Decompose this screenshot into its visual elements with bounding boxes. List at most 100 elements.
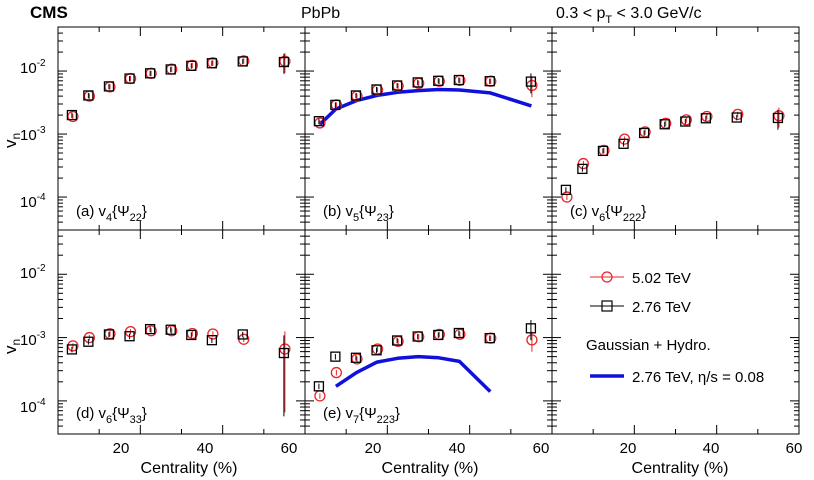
panel-frame-a <box>57 26 306 231</box>
point-a-276-6 <box>186 60 197 71</box>
panel-label-b: (b) v5{Ψ23} <box>323 203 394 224</box>
legend-marker-2-76 <box>601 300 613 312</box>
point-c-276-1 <box>577 163 588 175</box>
y-tick-labels: 10-2 10-3 10-4 10-2 10-3 10-4 <box>20 58 46 416</box>
x-tick-labels: 20 40 60 20 40 60 20 40 60 <box>113 440 803 457</box>
point-d-276-2 <box>103 329 115 340</box>
collision-system-label: PbPb <box>301 5 340 22</box>
y-tick-label-top-1e-3: 10-3 <box>20 125 46 144</box>
y-axis-label-bottom: vn <box>1 339 23 354</box>
hydro-curve-e <box>334 354 492 393</box>
point-e-276-5 <box>412 331 423 342</box>
point-c-276-6 <box>680 116 691 127</box>
point-c-502-0 <box>561 191 573 203</box>
y-axis-label-top: vn <box>1 133 23 148</box>
point-a-276-4 <box>144 68 156 79</box>
x-tick-label-p1-60: 60 <box>281 440 298 457</box>
point-a-276-3 <box>124 73 135 84</box>
point-a-276-8 <box>237 56 248 67</box>
y-tick-label-bottom-1e-4: 10-4 <box>20 397 46 416</box>
legend: 5.02 TeV 2.76 TeV Gaussian + Hydro. 2.76… <box>586 270 764 386</box>
point-e-276-2 <box>350 352 362 363</box>
panel-label-d: (d) v6{Ψ33} <box>76 405 147 426</box>
point-d-276-3 <box>124 331 135 342</box>
panel-frame-b <box>304 26 553 231</box>
panel-frame-d <box>57 229 306 435</box>
data-marks <box>66 53 785 417</box>
panel-label-c: (c) v6{Ψ222} <box>570 203 646 224</box>
x-tick-label-p3-20: 20 <box>620 440 637 457</box>
y-tick-label-top-1e-2: 10-2 <box>20 58 46 77</box>
point-e-276-7 <box>453 327 465 339</box>
panel-label-a: (a) v4{Ψ22} <box>76 203 147 224</box>
legend-label-5-02: 5.02 TeV <box>632 270 691 287</box>
x-tick-label-p2-60: 60 <box>533 440 550 457</box>
point-b-276-4 <box>391 80 403 91</box>
legend-label-2-76: 2.76 TeV <box>632 299 691 316</box>
point-c-276-7 <box>700 113 712 124</box>
x-tick-label-p1-20: 20 <box>113 440 130 457</box>
x-tick-label-p3-60: 60 <box>786 440 803 457</box>
point-c-276-3 <box>618 138 629 149</box>
point-e-276-8 <box>484 332 495 344</box>
x-tick-label-p1-40: 40 <box>197 440 214 457</box>
point-b-276-1 <box>330 99 341 111</box>
experiment-label: CMS <box>30 3 68 22</box>
x-axis-label-2: Centrality (%) <box>382 460 479 477</box>
point-b-276-9 <box>525 76 537 87</box>
point-b-276-7 <box>453 74 465 86</box>
point-e-276-4 <box>391 335 403 346</box>
point-d-276-5 <box>165 324 176 335</box>
point-c-276-5 <box>659 119 670 130</box>
y-tick-label-top-1e-4: 10-4 <box>20 192 46 211</box>
x-axis-label-3: Centrality (%) <box>632 460 729 477</box>
point-c-276-4 <box>638 127 650 139</box>
point-e-276-1 <box>330 351 341 362</box>
point-d-276-0 <box>66 344 78 355</box>
point-a-276-9 <box>278 56 290 68</box>
point-d-276-1 <box>83 336 94 347</box>
point-b-276-5 <box>412 77 423 88</box>
point-c-276-9 <box>772 112 784 124</box>
axis-ticks <box>58 26 799 435</box>
point-d-276-7 <box>206 335 218 346</box>
x-tick-label-p3-40: 40 <box>703 440 720 457</box>
hydro-curve-b <box>318 87 532 127</box>
point-c-502-1 <box>577 157 590 170</box>
point-d-502-7 <box>207 328 219 340</box>
point-a-276-1 <box>83 90 94 101</box>
point-c-276-2 <box>597 145 609 157</box>
panel-labels: (a) v4{Ψ22} (b) v5{Ψ23} (c) v6{Ψ222} (d)… <box>76 203 646 426</box>
legend-hydro-title: Gaussian + Hydro. <box>586 337 711 354</box>
point-b-276-0 <box>313 116 325 127</box>
point-b-276-8 <box>484 76 495 87</box>
x-axis-label-1: Centrality (%) <box>141 460 238 477</box>
point-c-276-0 <box>560 184 572 196</box>
point-a-276-2 <box>103 81 115 92</box>
point-b-276-3 <box>371 84 382 95</box>
x-tick-label-p2-20: 20 <box>365 440 382 457</box>
point-b-276-2 <box>350 90 362 101</box>
point-c-276-8 <box>731 112 742 123</box>
point-e-276-3 <box>371 345 382 356</box>
point-d-276-8 <box>237 329 248 340</box>
x-tick-label-p2-40: 40 <box>449 440 466 457</box>
y-tick-label-bottom-1e-3: 10-3 <box>20 330 46 349</box>
y-tick-label-bottom-1e-2: 10-2 <box>20 263 46 282</box>
kinematic-range-label: 0.3 < pT < 3.0 GeV/c <box>556 5 702 26</box>
point-d-276-9 <box>278 347 290 359</box>
point-e-502-9 <box>526 334 538 346</box>
point-d-276-6 <box>186 329 197 341</box>
point-a-276-0 <box>66 109 78 121</box>
panel-frame-c <box>551 26 800 231</box>
panel-label-e: (e) v7{Ψ223} <box>323 405 400 426</box>
point-e-276-9 <box>525 323 537 334</box>
point-d-276-4 <box>144 323 156 335</box>
panel-frame-e <box>304 229 553 435</box>
point-e-276-0 <box>313 381 325 392</box>
point-a-276-7 <box>206 58 218 69</box>
point-e-502-1 <box>330 366 343 379</box>
panel-frame-legend <box>551 229 800 435</box>
point-e-276-6 <box>433 329 444 341</box>
